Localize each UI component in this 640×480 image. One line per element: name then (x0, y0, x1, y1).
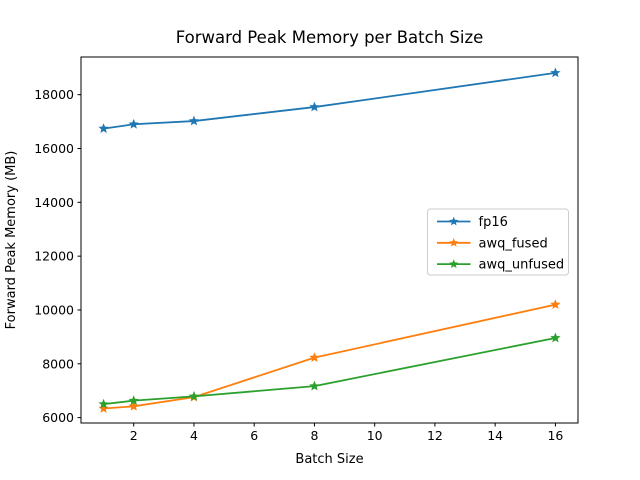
plot-border (80, 56, 579, 424)
marker-awq_fused-x16 (550, 299, 561, 309)
x-tick-label: 16 (547, 428, 563, 443)
legend-marker-fp16 (449, 216, 459, 226)
marker-awq_unfused-x16 (550, 332, 561, 343)
legend-label-awq_unfused: awq_unfused (479, 258, 565, 273)
marker-fp16-x16 (550, 67, 561, 78)
marker-awq_unfused-x4 (188, 390, 200, 401)
legend-label-awq_fused: awq_fused (479, 236, 548, 251)
marker-fp16-x2 (128, 118, 139, 129)
x-tick-label: 2 (130, 428, 138, 443)
legend-marker-awq_fused (449, 238, 459, 247)
marker-awq_unfused-x1 (98, 398, 109, 409)
marker-awq_fused-x8 (309, 352, 320, 362)
marker-fp16-x4 (188, 115, 200, 126)
marker-awq_fused-x1 (98, 403, 109, 413)
legend-box (427, 208, 569, 276)
x-tick-label: 8 (310, 428, 318, 443)
chart-title: Forward Peak Memory per Batch Size (176, 28, 484, 47)
marker-awq_fused-x2 (128, 400, 139, 411)
x-tick-label: 4 (190, 428, 198, 443)
marker-fp16-x1 (98, 123, 109, 133)
series-line-awq_unfused (102, 337, 557, 406)
series-line-awq_fused (102, 303, 557, 410)
y-tick-label: 18000 (34, 87, 74, 102)
legend-marker-awq_unfused (449, 259, 459, 268)
y-tick-label: 12000 (34, 249, 74, 264)
y-tick-label: 8000 (42, 356, 74, 371)
y-tick-label: 14000 (34, 195, 74, 210)
y-axis-label: Forward Peak Memory (MB) (4, 151, 19, 330)
marker-awq_unfused-x2 (128, 395, 139, 406)
x-axis-label: Batch Size (295, 452, 363, 467)
x-tick-label: 10 (367, 428, 383, 443)
y-tick-label: 16000 (34, 141, 74, 156)
marker-fp16-x8 (309, 101, 320, 112)
x-tick-label: 14 (487, 428, 503, 443)
y-tick-label: 10000 (34, 302, 74, 317)
x-tick-label: 12 (427, 428, 443, 443)
legend-label-fp16: fp16 (479, 215, 508, 230)
marker-awq_unfused-x8 (309, 380, 320, 391)
series-line-fp16 (102, 71, 557, 130)
plot-generated: 2 4 6 8 10 12 14 16 6000 8000 10000 12000 14000 16000… (34, 56, 579, 443)
y-tick-label: 6000 (42, 410, 74, 425)
x-tick-label: 6 (250, 428, 258, 443)
